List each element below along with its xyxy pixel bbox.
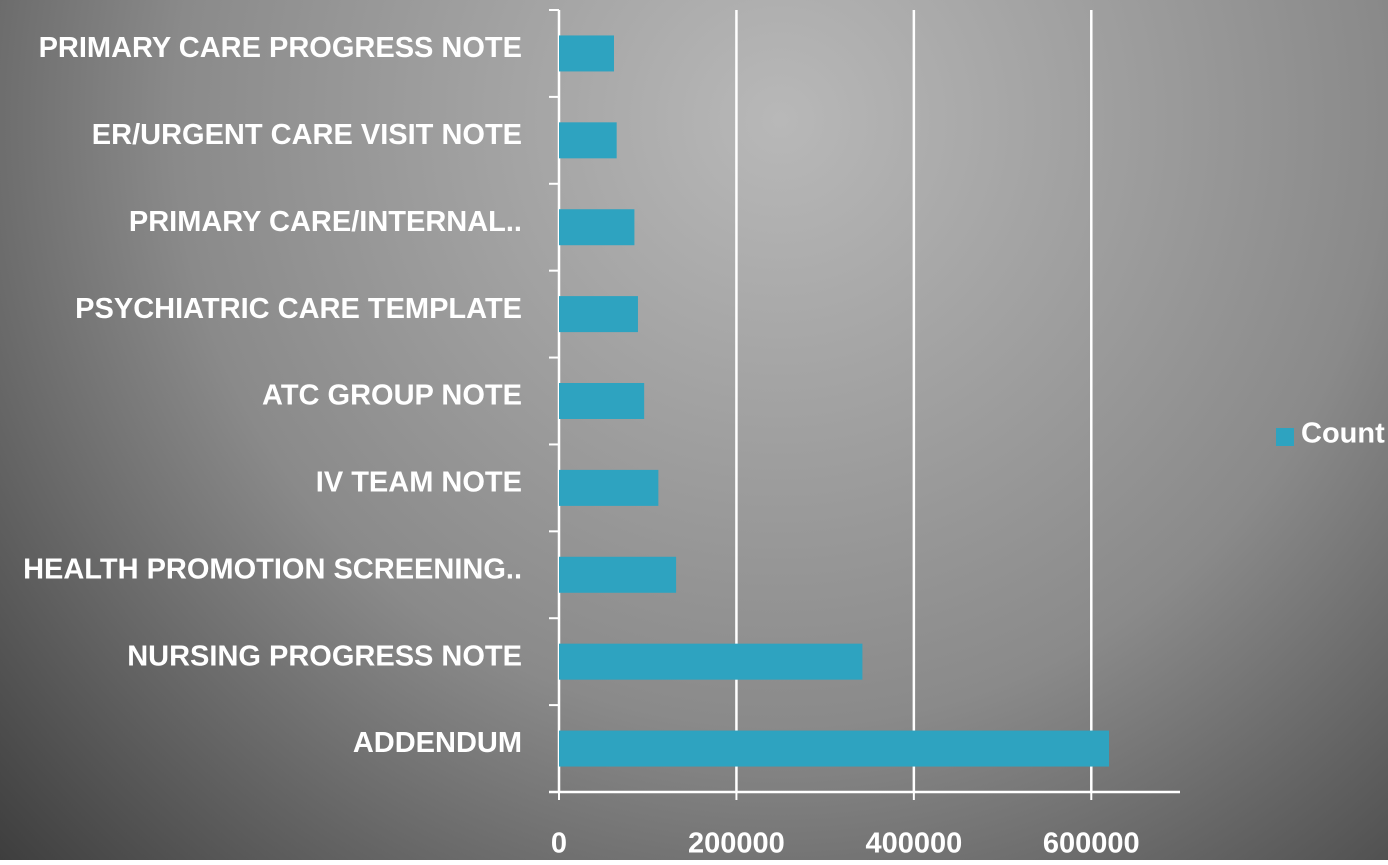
bar — [559, 383, 645, 419]
y-tick-label: ATC GROUP NOTE — [262, 380, 522, 412]
y-tick-label: IV TEAM NOTE — [316, 467, 522, 499]
bar — [559, 643, 863, 680]
x-tick-label: 0 — [551, 828, 567, 860]
bar — [559, 556, 677, 593]
legend-label: Count — [1301, 418, 1385, 450]
y-tick-label: PRIMARY CARE PROGRESS NOTE — [39, 32, 522, 64]
y-tick-label: HEALTH PROMOTION SCREENING.. — [23, 553, 522, 585]
bar — [559, 122, 617, 159]
bar — [559, 469, 659, 506]
bar — [559, 296, 638, 333]
bar — [559, 209, 635, 246]
y-tick-label: ER/URGENT CARE VISIT NOTE — [92, 119, 522, 151]
x-tick-label: 400000 — [865, 828, 962, 860]
x-tick-label: 600000 — [1043, 828, 1140, 860]
bar — [559, 35, 615, 72]
y-tick-label: PSYCHIATRIC CARE TEMPLATE — [75, 293, 522, 325]
y-tick-label: ADDENDUM — [353, 727, 522, 759]
y-tick-label: PRIMARY CARE/INTERNAL.. — [129, 206, 522, 238]
legend-swatch — [1276, 428, 1294, 446]
bar — [559, 730, 1110, 767]
x-tick-label: 200000 — [688, 828, 785, 860]
y-tick-label: NURSING PROGRESS NOTE — [127, 640, 522, 672]
